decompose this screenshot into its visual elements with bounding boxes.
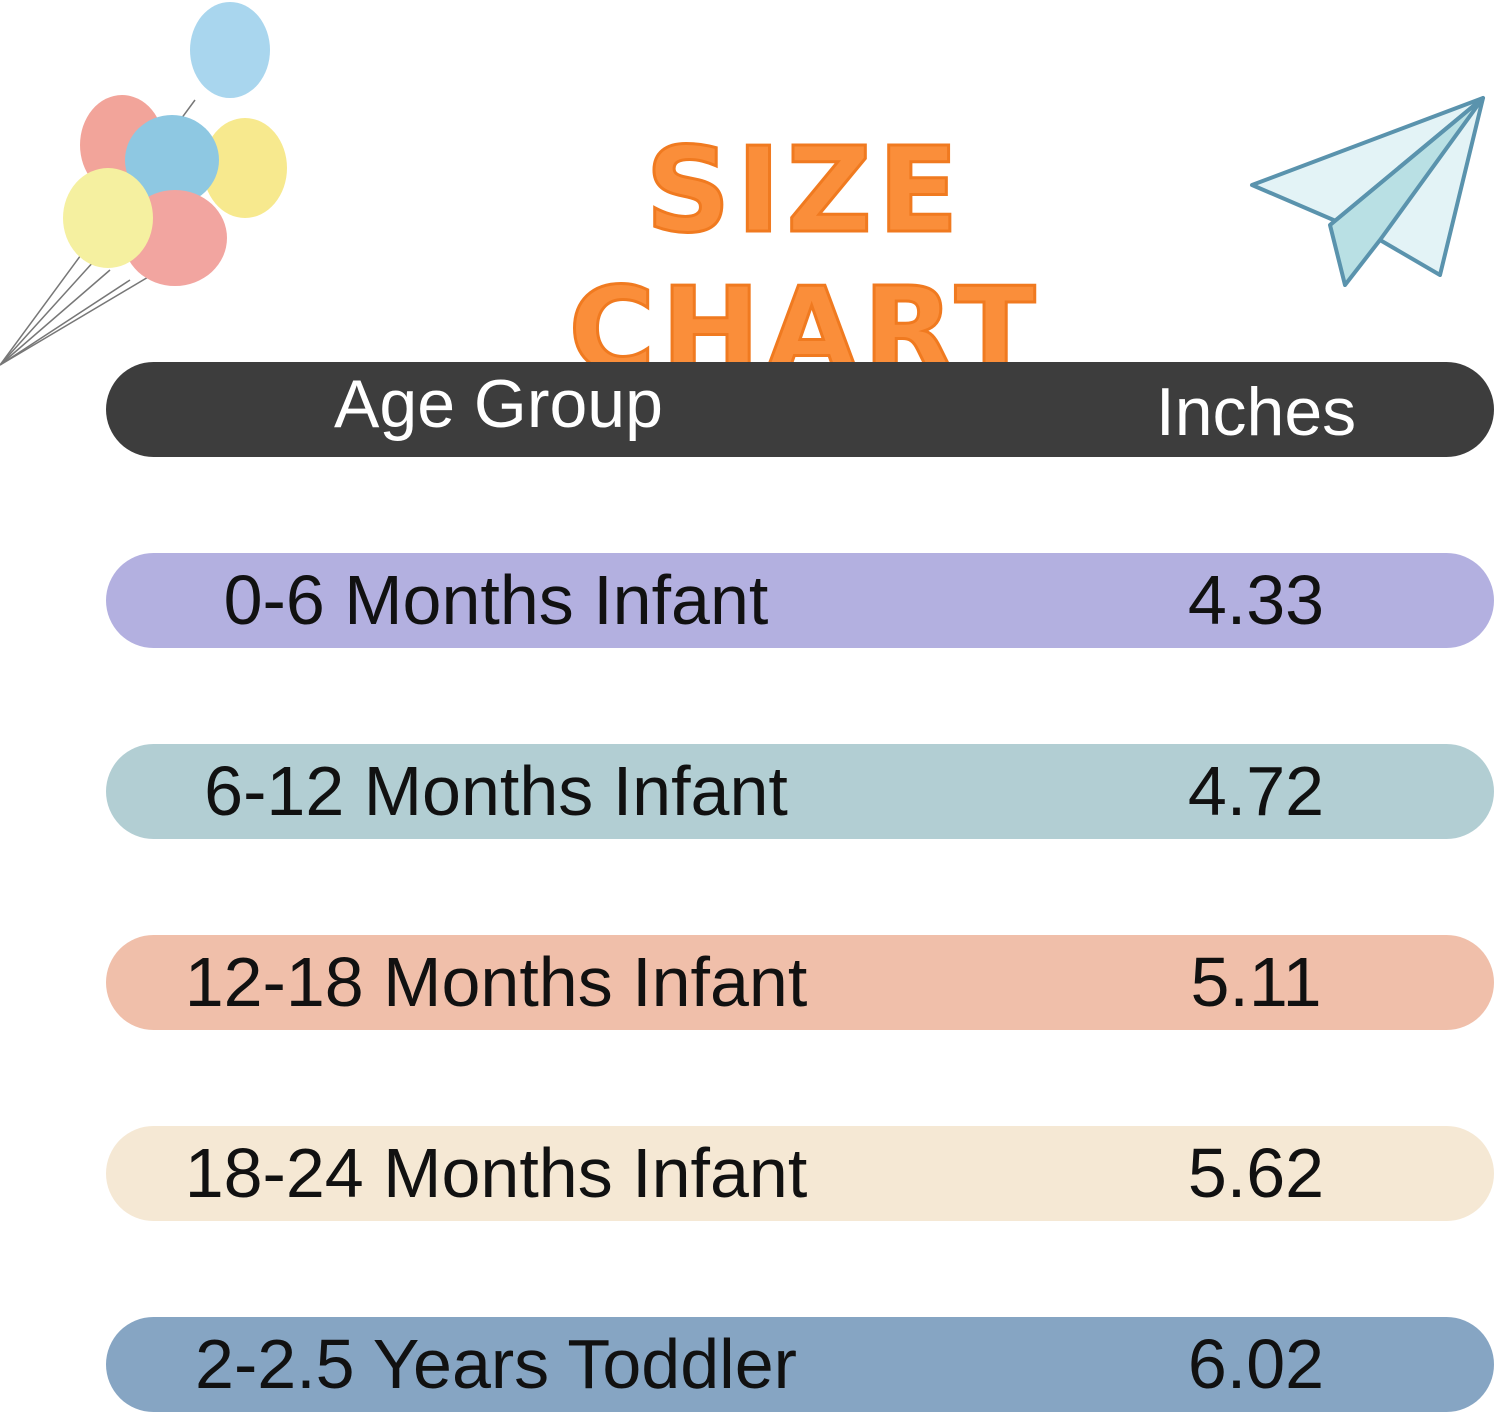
table-header: Age Group Inches: [106, 362, 1494, 457]
table-row: 12-18 Months Infant 5.11: [106, 935, 1494, 1030]
inches-cell: 4.33: [1187, 561, 1325, 639]
inches-cell: 4.72: [1187, 752, 1325, 830]
table-row: 0-6 Months Infant 4.33: [106, 553, 1494, 648]
header-age-group: Age Group: [334, 366, 663, 442]
age-group-cell: 0-6 Months Infant: [223, 561, 769, 639]
age-group-cell: 2-2.5 Years Toddler: [195, 1325, 797, 1403]
table-row: 2-2.5 Years Toddler 6.02: [106, 1317, 1494, 1412]
age-group-cell: 18-24 Months Infant: [184, 1134, 808, 1212]
balloons-icon: [0, 2, 287, 366]
inches-cell: 5.62: [1187, 1134, 1325, 1212]
age-group-cell: 6-12 Months Infant: [204, 752, 788, 830]
table-row: 18-24 Months Infant 5.62: [106, 1126, 1494, 1221]
inches-cell: 5.11: [1190, 943, 1322, 1021]
page-title: SIZE CHART: [567, 120, 1042, 401]
inches-cell: 6.02: [1187, 1325, 1325, 1403]
header-inches: Inches: [1155, 374, 1357, 450]
paper-plane-icon: [1250, 96, 1485, 287]
age-group-cell: 12-18 Months Infant: [184, 943, 808, 1021]
table-row: 6-12 Months Infant 4.72: [106, 744, 1494, 839]
